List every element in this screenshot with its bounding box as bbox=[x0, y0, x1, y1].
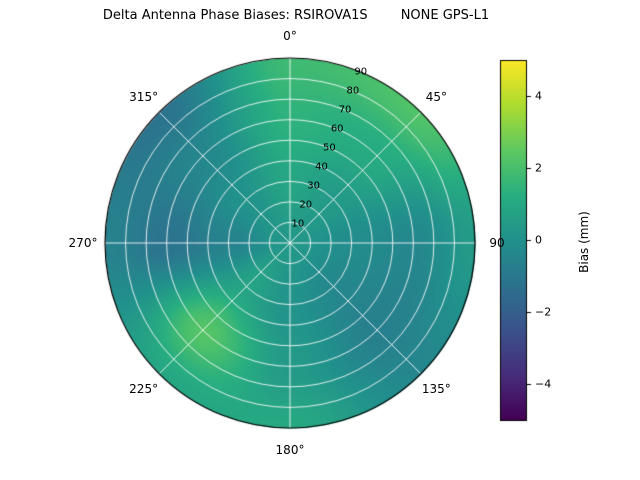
colorbar-label: Bias (mm) bbox=[577, 211, 591, 273]
